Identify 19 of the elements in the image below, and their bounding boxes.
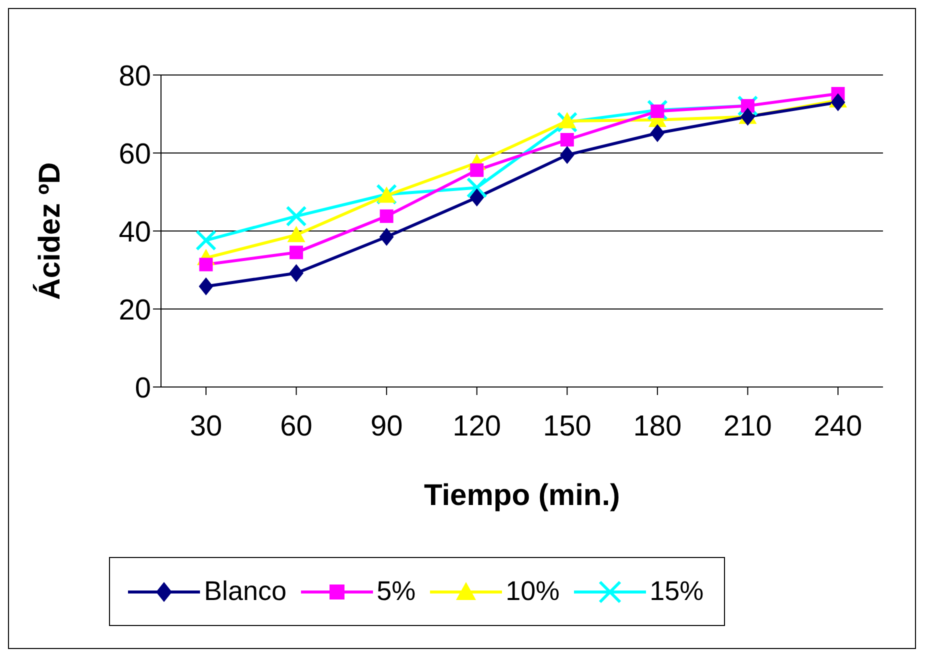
legend-label: 5% [376,576,416,607]
legend-label: Blanco [204,576,287,607]
x-tick-label: 180 [633,410,682,443]
x-tick-label: 120 [452,410,502,443]
x-tick-label: 240 [814,410,862,443]
y-tick-label: 40 [118,216,151,248]
y-tick-label: 20 [118,294,151,326]
x-tick-label: 60 [280,410,312,443]
x-tick-label: 150 [542,410,592,443]
legend-label: 15% [650,576,704,607]
y-tick-label: 0 [134,372,151,404]
y-axis-title: Ácidez ºD [32,162,67,300]
legend-label: 10% [506,576,560,607]
x-tick-label: 30 [190,410,222,443]
x-tick-label: 210 [724,410,772,443]
y-tick-label: 80 [118,60,151,92]
x-axis-title: Tiempo (min.) [424,479,620,512]
x-tick-label: 90 [370,410,403,443]
y-tick-label: 60 [118,138,151,170]
